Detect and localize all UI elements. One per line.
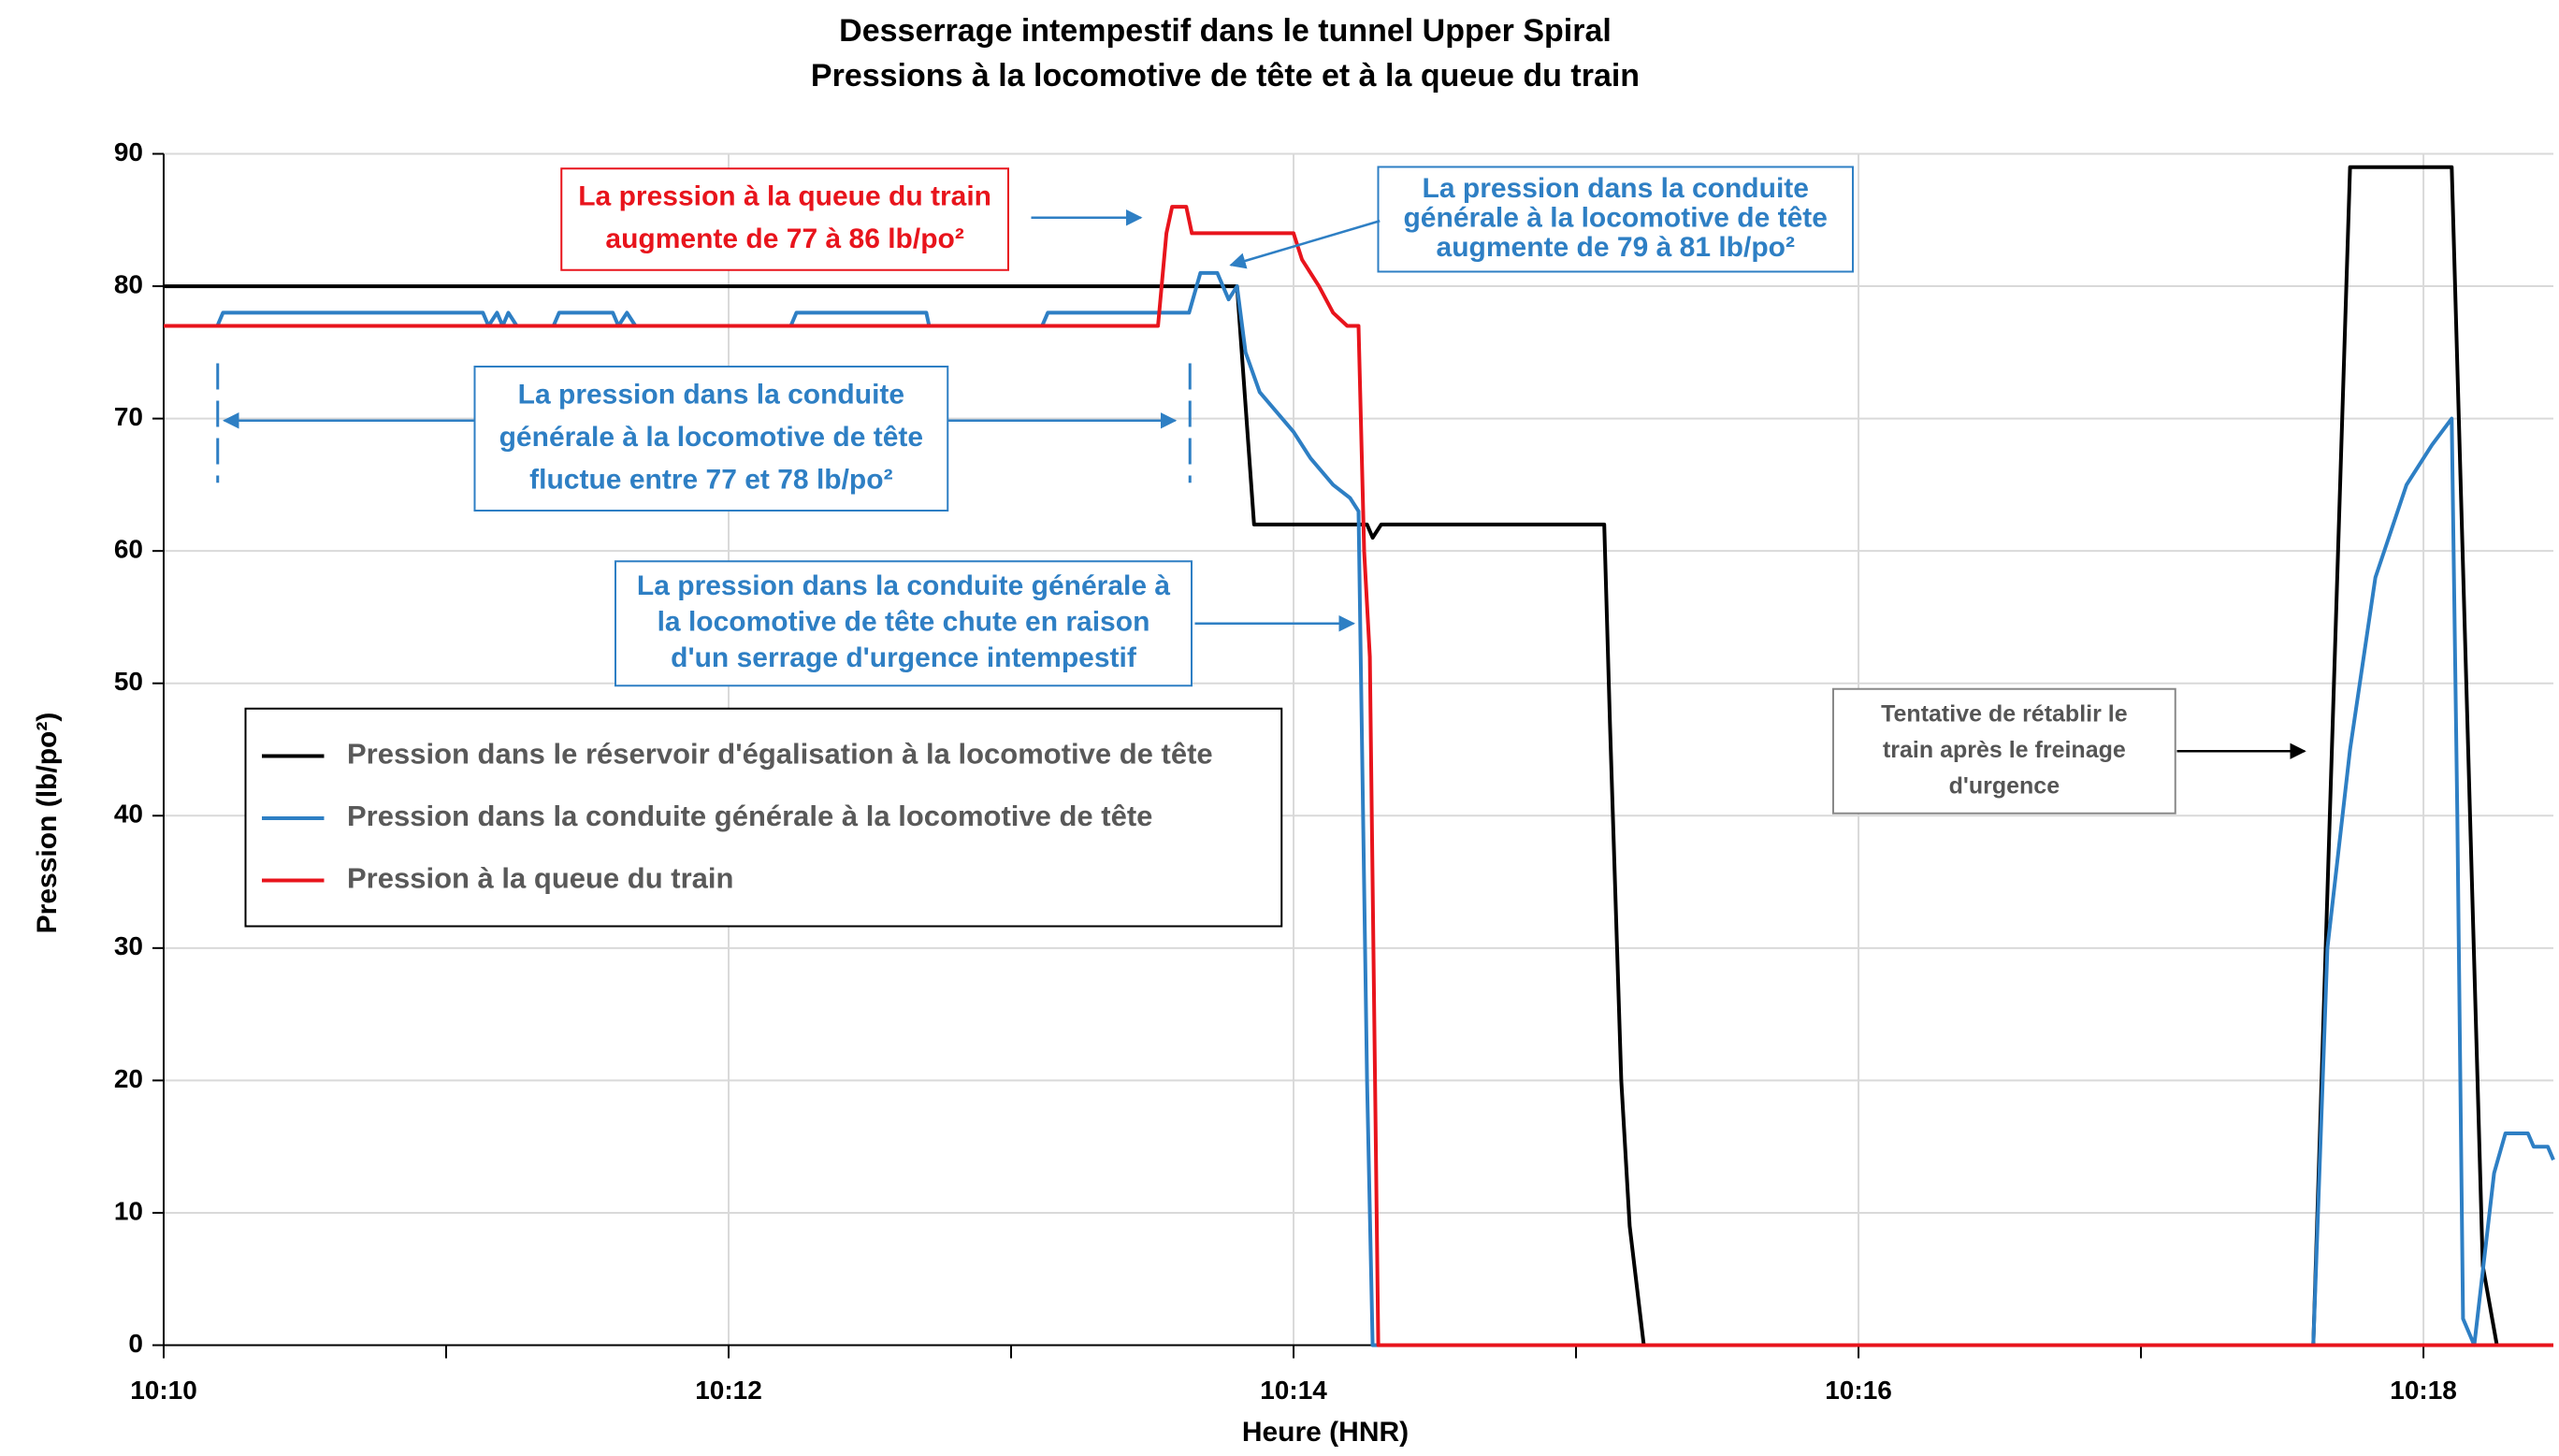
annotation-text: La pression dans la conduite <box>1423 173 1809 204</box>
y-tick-label: 20 <box>114 1064 143 1093</box>
annotation-text: La pression dans la conduite <box>518 379 904 410</box>
annotation-box <box>1377 166 1854 273</box>
annotation-text: d'un serrage d'urgence intempestif <box>671 642 1137 673</box>
annotation-text: augmente de 79 à 81 lb/po² <box>1437 232 1795 263</box>
annotation-text: train après le freinage <box>1883 737 2126 763</box>
series-line <box>164 205 2553 1348</box>
annotation-text: générale à la locomotive de tête <box>499 422 924 453</box>
chart-subtitle: Pressions à la locomotive de tête et à l… <box>811 58 1640 94</box>
annotation-box <box>473 366 949 512</box>
annotation-text: fluctue entre 77 et 78 lb/po² <box>529 464 892 495</box>
x-tick-label: 10:16 <box>1825 1376 1892 1405</box>
annotation-text: La pression dans la conduite générale à <box>637 570 1170 601</box>
annotation-text: augmente de 77 à 86 lb/po² <box>605 223 963 254</box>
legend-label: Pression dans le réservoir d'égalisation… <box>347 738 1213 771</box>
y-tick-label: 60 <box>114 535 143 564</box>
annotation-box <box>614 560 1193 687</box>
legend-box <box>244 707 1283 928</box>
series-line <box>164 165 2553 1348</box>
x-tick-label: 10:12 <box>695 1376 762 1405</box>
x-tick-label: 10:14 <box>1260 1376 1327 1405</box>
x-tick-label: 10:18 <box>2390 1376 2457 1405</box>
x-axis-title: Heure (HNR) <box>1242 1417 1409 1448</box>
legend-label: Pression à la queue du train <box>347 862 733 895</box>
y-tick-label: 70 <box>114 402 143 431</box>
legend-label: Pression dans la conduite générale à la … <box>347 800 1152 832</box>
annotation-box <box>560 167 1009 271</box>
chart-title: Desserrage intempestif dans le tunnel Up… <box>839 13 1612 49</box>
x-tick-label: 10:10 <box>130 1376 197 1405</box>
annotation-text: la locomotive de tête chute en raison <box>658 607 1150 638</box>
y-tick-label: 10 <box>114 1196 143 1225</box>
annotation-text: générale à la locomotive de tête <box>1403 202 1828 233</box>
annotation-arrow <box>1229 220 1381 269</box>
annotation-text: d'urgence <box>1949 772 2060 799</box>
annotation-text: Tentative de rétablir le <box>1881 700 2128 727</box>
annotation-text: La pression à la queue du train <box>578 181 991 212</box>
y-tick-label: 50 <box>114 667 143 696</box>
y-tick-label: 30 <box>114 931 143 960</box>
y-tick-label: 0 <box>128 1329 143 1358</box>
y-axis-title: Pression (lb/po²) <box>32 713 63 934</box>
y-tick-label: 90 <box>114 137 143 166</box>
annotation-box <box>1832 687 2176 814</box>
y-tick-label: 80 <box>114 269 143 298</box>
y-tick-label: 40 <box>114 800 143 829</box>
